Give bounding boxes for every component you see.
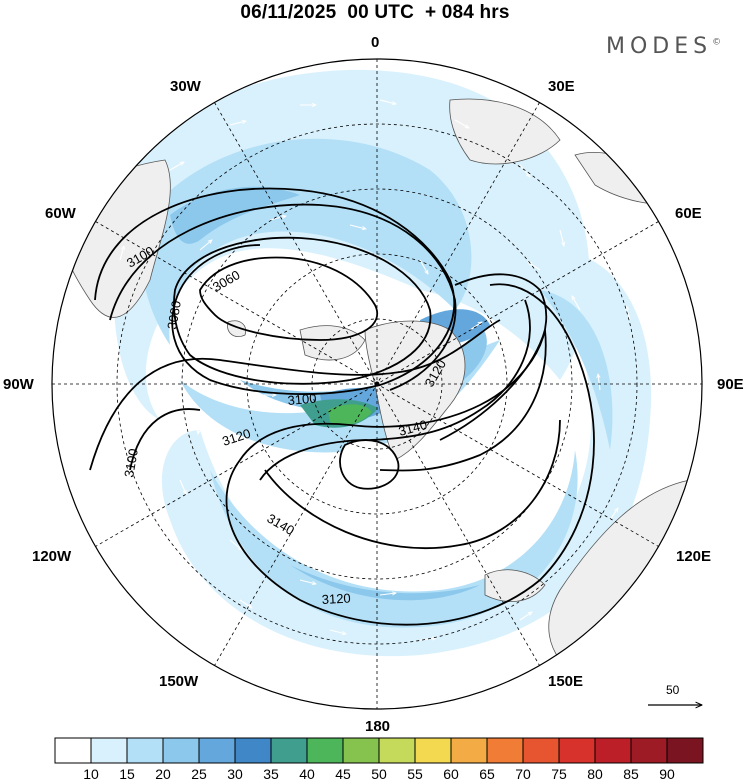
colorbar-swatch <box>378 737 416 764</box>
lon-label-60e: 60E <box>675 205 702 222</box>
colorbar-tick-label: 70 <box>515 766 531 782</box>
contour-label: 3100 <box>287 391 317 408</box>
colorbar-swatch <box>414 737 452 764</box>
colorbar-swatch <box>198 737 236 764</box>
geopotential-low-contour <box>339 439 400 490</box>
lon-label-180: 180 <box>365 718 391 735</box>
colorbar-swatch <box>126 737 164 764</box>
colorbar-tick-label: 65 <box>479 766 495 782</box>
contour-label: 3080 <box>164 299 184 330</box>
lon-label-90e: 90E <box>717 376 744 393</box>
colorbar-swatch <box>54 737 92 764</box>
colorbar-tick-label: 40 <box>299 766 315 782</box>
lon-label-120w: 120W <box>32 548 72 565</box>
colorbar-swatch <box>450 737 488 764</box>
colorbar-swatch <box>90 737 128 764</box>
brand-text: MODES <box>606 34 713 59</box>
colorbar-swatch <box>234 737 272 764</box>
colorbar-swatch <box>666 737 704 764</box>
lon-label-30w: 30W <box>170 78 201 95</box>
colorbar-tick-label: 15 <box>119 766 135 782</box>
lon-label-0: 0 <box>371 34 380 51</box>
colorbar-swatch <box>522 737 560 764</box>
contour-label: 3140 <box>397 417 429 439</box>
colorbar-swatch <box>270 737 308 764</box>
colorbar-tick-label: 60 <box>443 766 459 782</box>
lon-label-90w: 90W <box>3 376 34 393</box>
map-boundary <box>51 58 703 710</box>
contour-label: 3120 <box>321 591 351 607</box>
colorbar-swatch <box>342 737 380 764</box>
lon-label-30e: 30E <box>548 78 575 95</box>
geopotential-contours <box>89 187 595 626</box>
copyright-mark: © <box>712 37 722 48</box>
contour-label: 3100 <box>121 447 141 478</box>
colorbar-tick-label: 30 <box>227 766 243 782</box>
colorbar-swatch <box>486 737 524 764</box>
modes-logo: MODES© <box>606 34 721 59</box>
lon-label-150e: 150E <box>548 673 584 690</box>
colorbar-tick-label: 55 <box>407 766 423 782</box>
lon-label-120e: 120E <box>676 548 712 565</box>
reference-vector-label: 50 <box>666 683 680 697</box>
colorbar-tick-label: 80 <box>587 766 603 782</box>
wind-vectors <box>110 99 631 640</box>
colorbar-tick-label: 75 <box>551 766 567 782</box>
colorbar-tick-label: 85 <box>623 766 639 782</box>
colorbar-tick-label: 50 <box>371 766 387 782</box>
colorbar-tick-label: 35 <box>263 766 279 782</box>
colorbar-tick-label: 25 <box>191 766 207 782</box>
colorbar-swatch <box>594 737 632 764</box>
south-pole-marker <box>374 381 380 387</box>
map-title: 06/11/2025 00 UTC + 084 hrs <box>240 2 510 23</box>
colorbar-tick-label: 20 <box>155 766 171 782</box>
lon-label-60w: 60W <box>45 205 76 222</box>
colorbar-swatch <box>558 737 596 764</box>
colorbar-tick-label: 90 <box>659 766 675 782</box>
colorbar-swatch <box>630 737 668 764</box>
colorbar-swatch <box>306 737 344 764</box>
map-field <box>52 59 702 709</box>
colorbar-swatch <box>162 737 200 764</box>
lon-label-150w: 150W <box>159 673 199 690</box>
colorbar-tick-label: 45 <box>335 766 351 782</box>
colorbar-tick-label: 10 <box>83 766 99 782</box>
